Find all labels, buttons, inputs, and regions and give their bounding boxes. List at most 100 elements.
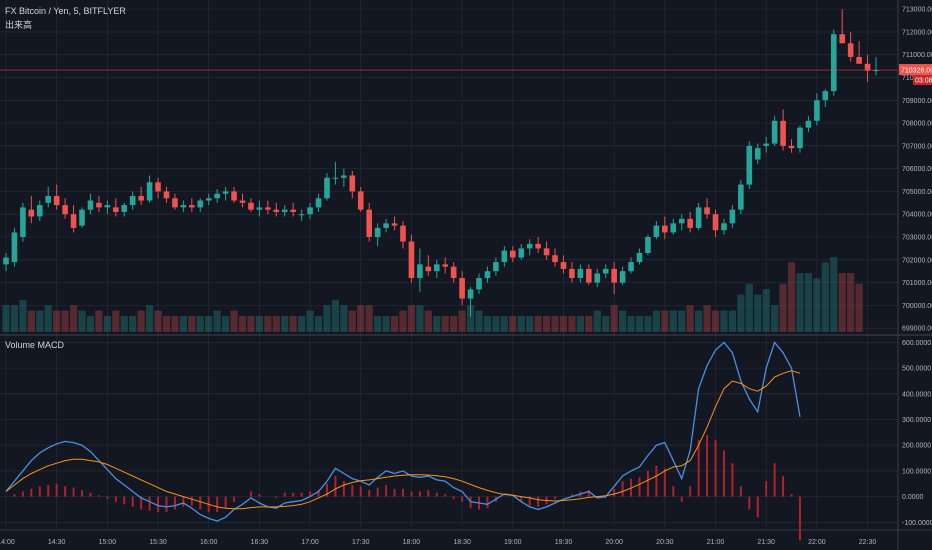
volume-bar — [669, 310, 677, 332]
histogram-bar — [64, 486, 67, 497]
volume-bar — [357, 305, 365, 332]
volume-bar — [466, 305, 475, 332]
price-axis-label: 705000.00 — [902, 189, 932, 196]
histogram-bar — [325, 483, 328, 497]
histogram-bar — [461, 496, 464, 502]
candle-body — [324, 177, 330, 199]
volume-bar — [551, 315, 559, 332]
candle-body — [788, 145, 795, 149]
symbol-title[interactable]: FX Bitcoin / Yen, 5, BITFLYER — [5, 6, 126, 16]
volume-bar — [830, 257, 838, 332]
volume-bar — [728, 310, 737, 332]
volume-bar — [771, 305, 779, 332]
price-axis-label: 707000.00 — [902, 143, 932, 150]
price-axis-label: 701000.00 — [902, 280, 932, 287]
volume-bar — [382, 315, 390, 332]
signal-line — [5, 370, 801, 510]
price-axis-label: 703000.00 — [902, 235, 932, 242]
histogram-bar — [706, 434, 709, 497]
macd-line — [5, 341, 801, 522]
volume-bar — [374, 315, 382, 332]
volume-bar — [517, 315, 525, 332]
volume-bar — [483, 315, 492, 332]
volume-bar — [779, 283, 787, 332]
candle-body — [214, 193, 220, 199]
volume-bar — [44, 305, 52, 332]
histogram-bar — [731, 463, 734, 497]
volume-bar — [441, 315, 449, 332]
volume-bar — [129, 315, 137, 332]
time-axis-label: 22:30 — [859, 539, 877, 546]
volume-bar — [542, 315, 551, 332]
candle-body — [830, 34, 837, 92]
volume-bar — [568, 315, 576, 332]
volume-bar — [585, 315, 593, 332]
histogram-bar — [486, 496, 489, 509]
histogram-bar — [452, 496, 455, 500]
volume-bar — [787, 262, 796, 332]
volume-bar — [112, 310, 120, 332]
histogram-bar — [21, 491, 24, 497]
candlestick-series — [0, 9, 898, 317]
macd-indicator-label[interactable]: Volume MACD — [5, 340, 65, 350]
histogram-bar — [790, 494, 793, 497]
volume-bar — [247, 315, 255, 332]
candle-body — [763, 143, 769, 146]
histogram-bar — [317, 490, 320, 497]
volume-bar — [331, 299, 340, 332]
candle-body — [222, 191, 229, 194]
volume-bar — [652, 310, 660, 332]
candle-body — [45, 195, 52, 203]
candle-body — [501, 250, 508, 263]
candle-body — [467, 289, 474, 299]
macd-axis-label: 0.0000 — [902, 494, 924, 501]
volume-bar — [222, 315, 230, 332]
volume-bar — [720, 310, 728, 332]
candle-body — [864, 63, 871, 71]
volume-bar — [86, 315, 95, 332]
price-axis-label: 700000.00 — [902, 303, 932, 310]
volume-bar — [855, 283, 863, 332]
candle-body — [113, 207, 119, 212]
candle-body — [822, 91, 829, 101]
time-axis-label: 15:30 — [149, 539, 167, 546]
price-axis-label: 708000.00 — [902, 121, 932, 128]
histogram-bar — [621, 481, 624, 497]
histogram-bar — [249, 491, 252, 497]
volume-bar — [509, 315, 517, 332]
histogram-bar — [401, 488, 404, 497]
candle-body — [771, 120, 778, 144]
candle-body — [53, 195, 60, 206]
histogram-bar — [216, 496, 219, 513]
candle-body — [619, 271, 626, 283]
candle-body — [484, 271, 491, 279]
candle-body — [847, 43, 854, 57]
volume-bar — [78, 310, 86, 332]
candle-body — [290, 209, 296, 212]
candle-body — [163, 191, 170, 199]
candle-body — [155, 182, 161, 192]
candle-body — [417, 264, 423, 279]
candle-body — [856, 56, 862, 64]
histogram-bar — [646, 470, 649, 497]
macd-pane-legend: Volume MACD — [5, 340, 64, 350]
candle-body — [729, 209, 736, 224]
candle-body — [814, 100, 820, 121]
histogram-bar — [224, 496, 227, 509]
histogram-bar — [697, 440, 700, 497]
histogram-bar — [773, 463, 776, 497]
main-pane-legend: FX Bitcoin / Yen, 5, BITFLYER 出来高 — [5, 6, 126, 31]
candle-body — [670, 223, 677, 233]
candle-body — [79, 209, 85, 226]
candle-body — [205, 198, 212, 201]
volume-indicator-label[interactable]: 出来高 — [5, 20, 33, 30]
histogram-bar — [765, 481, 768, 497]
candle-body — [602, 268, 609, 274]
histogram-bar — [655, 465, 658, 497]
volume-bar — [162, 315, 171, 332]
candle-body — [594, 273, 601, 283]
histogram-bar — [283, 492, 286, 497]
candle-body — [231, 191, 237, 201]
candle-body — [873, 70, 879, 72]
